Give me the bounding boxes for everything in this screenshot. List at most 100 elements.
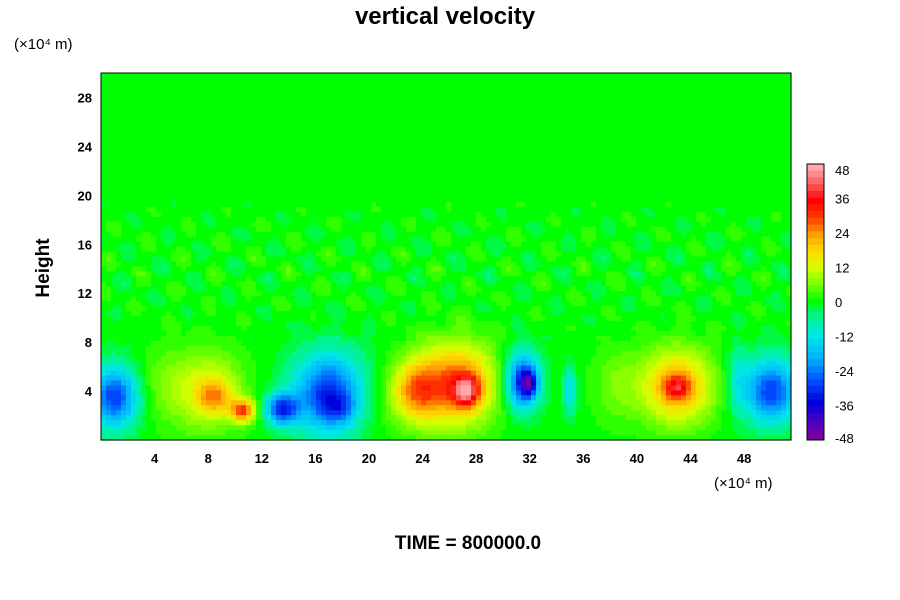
heatmap-cell xyxy=(646,192,652,198)
heatmap-cell xyxy=(616,137,622,144)
heatmap-cell xyxy=(181,107,187,114)
heatmap-cell xyxy=(571,87,577,94)
heatmap-cell xyxy=(256,182,262,188)
heatmap-cell xyxy=(241,107,247,114)
heatmap-cell xyxy=(176,187,182,193)
heatmap-cell xyxy=(166,112,172,119)
heatmap-cell xyxy=(486,196,492,203)
heatmap-cell xyxy=(406,187,412,193)
heatmap-cell xyxy=(161,187,167,193)
heatmap-cell xyxy=(266,211,272,218)
heatmap-cell xyxy=(516,196,522,203)
heatmap-cell xyxy=(626,221,632,228)
heatmap-cell xyxy=(701,167,707,173)
heatmap-cell xyxy=(646,231,652,238)
heatmap-cell xyxy=(586,107,592,114)
heatmap-cell xyxy=(566,196,572,203)
heatmap-cell xyxy=(236,231,242,238)
heatmap-cell xyxy=(496,246,502,253)
heatmap-cell xyxy=(306,142,312,148)
heatmap-cell xyxy=(296,177,302,183)
heatmap-cell xyxy=(221,241,227,248)
heatmap-cell xyxy=(451,82,457,89)
heatmap-cell xyxy=(586,192,592,198)
heatmap-cell xyxy=(716,102,722,109)
heatmap-cell xyxy=(251,192,257,198)
heatmap-cell xyxy=(481,87,487,94)
heatmap-cell xyxy=(571,162,577,168)
heatmap-cell xyxy=(766,236,772,243)
heatmap-cell xyxy=(486,77,492,84)
heatmap-cell xyxy=(116,162,122,168)
heatmap-cell xyxy=(116,231,122,238)
heatmap-cell xyxy=(666,137,672,144)
heatmap-cell xyxy=(201,117,207,124)
heatmap-cell xyxy=(746,162,752,168)
heatmap-cell xyxy=(561,246,567,253)
heatmap-cell xyxy=(136,206,142,213)
heatmap-cell xyxy=(136,73,142,79)
heatmap-cell xyxy=(156,211,162,218)
heatmap-cell xyxy=(591,201,597,208)
heatmap-cell xyxy=(446,132,452,139)
heatmap-cell xyxy=(511,142,517,148)
heatmap-cell xyxy=(206,142,212,148)
heatmap-cell xyxy=(741,97,747,104)
heatmap-cell xyxy=(716,172,722,178)
heatmap-cell xyxy=(666,142,672,148)
heatmap-cell xyxy=(426,211,432,218)
heatmap-cell xyxy=(716,221,722,228)
heatmap-cell xyxy=(421,73,427,79)
heatmap-cell xyxy=(186,73,192,79)
heatmap-cell xyxy=(776,246,782,253)
heatmap-cell xyxy=(266,132,272,139)
heatmap-cell xyxy=(106,236,112,243)
heatmap-cell xyxy=(371,221,377,228)
heatmap-cell xyxy=(161,142,167,148)
heatmap-cell xyxy=(131,137,137,144)
heatmap-cell xyxy=(316,177,322,183)
heatmap-cell xyxy=(761,87,767,94)
heatmap-cell xyxy=(321,102,327,109)
heatmap-cell xyxy=(326,236,332,243)
heatmap-cell xyxy=(261,87,267,94)
heatmap-cell xyxy=(721,236,727,243)
heatmap-cell xyxy=(241,187,247,193)
heatmap-cell xyxy=(296,187,302,193)
heatmap-cell xyxy=(451,92,457,99)
heatmap-cell xyxy=(501,162,507,168)
heatmap-cell xyxy=(736,167,742,173)
heatmap-cell xyxy=(426,172,432,178)
heatmap-cell xyxy=(161,246,167,253)
heatmap-cell xyxy=(186,206,192,213)
heatmap-cell xyxy=(581,92,587,99)
heatmap-cell xyxy=(706,77,712,84)
heatmap-cell xyxy=(456,162,462,168)
heatmap-cell xyxy=(541,216,547,223)
heatmap-cell xyxy=(411,182,417,188)
heatmap-cell xyxy=(541,162,547,168)
heatmap-cell xyxy=(216,206,222,213)
heatmap-cell xyxy=(716,231,722,238)
heatmap-cell xyxy=(511,152,517,158)
heatmap-cell xyxy=(501,177,507,183)
heatmap-cell xyxy=(131,201,137,208)
heatmap-cell xyxy=(276,77,282,84)
heatmap-cell xyxy=(731,147,737,153)
heatmap-cell xyxy=(521,117,527,124)
heatmap-cell xyxy=(671,152,677,158)
heatmap-cell xyxy=(681,77,687,84)
heatmap-cell xyxy=(766,107,772,114)
heatmap-cell xyxy=(666,246,672,253)
heatmap-cell xyxy=(211,206,217,213)
heatmap-cell xyxy=(166,132,172,139)
heatmap-cell xyxy=(781,107,787,114)
heatmap-cell xyxy=(171,221,177,228)
heatmap-cell xyxy=(611,231,617,238)
heatmap-cell xyxy=(601,182,607,188)
heatmap-cell xyxy=(126,241,132,248)
heatmap-cell xyxy=(196,251,202,258)
heatmap-cell xyxy=(451,162,457,168)
heatmap-cell xyxy=(646,177,652,183)
heatmap-cell xyxy=(521,102,527,109)
